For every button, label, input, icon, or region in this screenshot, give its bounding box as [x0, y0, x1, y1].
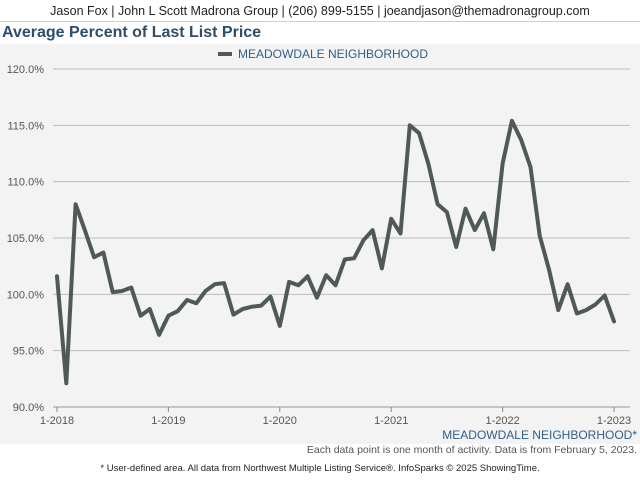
y-tick-label: 95.0% [13, 346, 44, 358]
contact-header: Jason Fox | John L Scott Madrona Group |… [0, 0, 640, 22]
y-tick-label: 120.0% [7, 64, 45, 76]
y-tick-label: 100.0% [7, 289, 45, 301]
y-tick-label: 115.0% [8, 120, 45, 132]
x-tick-label: 1-2023 [597, 415, 631, 427]
y-tick-label: 105.0% [7, 233, 45, 245]
x-tick-label: 1-2019 [151, 415, 185, 427]
x-tick-label: 1-2020 [263, 415, 297, 427]
y-tick-label: 90.0% [13, 402, 44, 414]
data-note: Each data point is one month of activity… [306, 444, 637, 456]
series-line [55, 118, 616, 386]
x-tick-label: 1-2021 [374, 415, 408, 427]
chart-title: Average Percent of Last List Price [2, 24, 262, 41]
legend-label: MEADOWDALE NEIGHBORHOOD [238, 47, 428, 61]
x-tick-label: 1-2022 [485, 415, 519, 427]
area-label: MEADOWDALE NEIGHBORHOOD* [442, 428, 637, 442]
x-tick-label: 1-2018 [40, 415, 74, 427]
plot-background [0, 44, 640, 444]
source-note: * User-defined area. All data from North… [100, 463, 540, 474]
y-tick-label: 110.0% [8, 177, 45, 189]
